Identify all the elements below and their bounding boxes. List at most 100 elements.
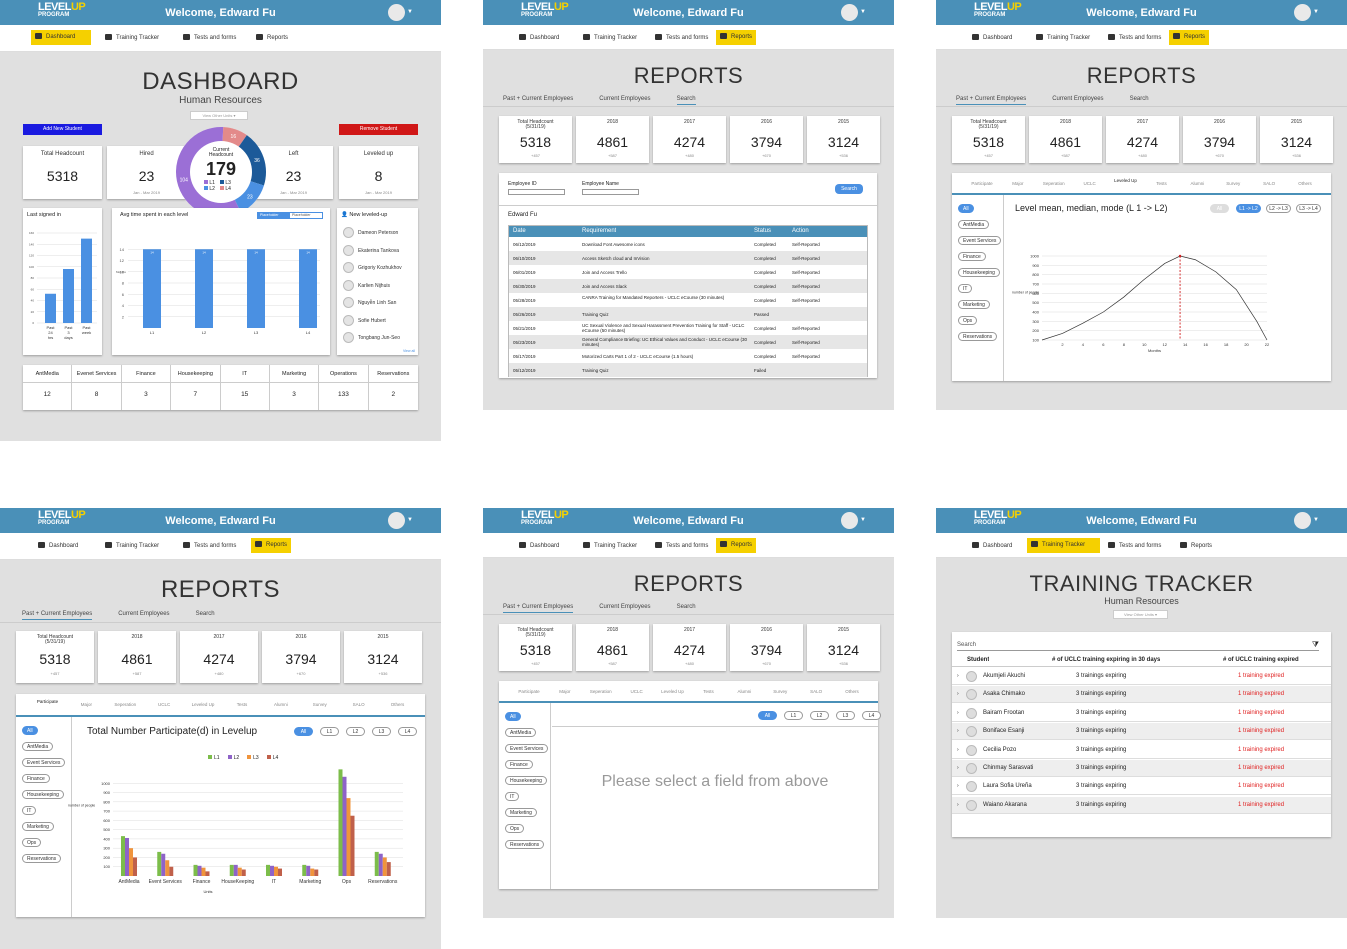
nav-tests-forms[interactable]: Tests and forms	[1104, 32, 1165, 44]
chevron-right-icon[interactable]: ›	[957, 801, 959, 808]
unit-filter-pill[interactable]: Marketing	[22, 822, 54, 831]
tab-current[interactable]: Current Employees	[118, 611, 170, 617]
category-tab[interactable]: Leveled Up	[1114, 178, 1137, 183]
unit-cell[interactable]: Operations 133	[319, 365, 369, 410]
category-tab[interactable]: Alumni	[1190, 181, 1205, 186]
avatar[interactable]	[841, 4, 858, 21]
chevron-right-icon[interactable]: ›	[957, 728, 959, 735]
chevron-down-icon[interactable]: ▼	[1313, 9, 1319, 15]
unit-filter-pill[interactable]: Finance	[22, 774, 50, 783]
nav-training-tracker[interactable]: Training Tracker	[101, 540, 163, 552]
nav-reports[interactable]: Reports	[1169, 30, 1210, 45]
list-item[interactable]: Sofie Hubert	[343, 314, 386, 326]
nav-reports[interactable]: Reports	[1176, 540, 1216, 552]
unit-filter-pill[interactable]: AntMedia	[958, 220, 990, 229]
nav-reports[interactable]: Reports	[252, 32, 292, 44]
nav-training-tracker[interactable]: Training Tracker	[579, 540, 641, 552]
add-student-button[interactable]: Add New Student	[23, 124, 102, 135]
nav-reports[interactable]: Reports	[251, 538, 292, 553]
table-row[interactable]: 05/26/2019 Training Quiz Passed	[509, 307, 867, 321]
unit-filter-pill[interactable]: Housekeeping	[22, 790, 64, 799]
list-item[interactable]: Dameon Peterson	[343, 227, 398, 238]
category-tab[interactable]: Participate	[36, 699, 59, 704]
nav-training-tracker[interactable]: Training Tracker	[579, 32, 641, 44]
category-tab[interactable]: Survey	[1226, 181, 1241, 186]
table-row[interactable]: 06/12/2019 Download Font Awesome icons Com…	[513, 241, 820, 247]
tab-current[interactable]: Current Employees	[599, 96, 651, 102]
category-tab[interactable]: UCLC	[630, 689, 643, 694]
unit-cell[interactable]: IT 15	[220, 365, 270, 410]
category-tab[interactable]: Participate	[518, 689, 540, 694]
unit-filter-pill[interactable]: IT	[505, 792, 520, 801]
nav-dashboard[interactable]: Dashboard	[31, 30, 91, 45]
table-row[interactable]: 05/12/2019 Training Quiz Failed	[509, 363, 867, 377]
level-toggle[interactable]: All	[294, 727, 313, 736]
chevron-right-icon[interactable]: ›	[957, 673, 959, 679]
category-tab[interactable]: Alumni	[737, 689, 752, 694]
nav-dashboard[interactable]: Dashboard	[515, 32, 563, 44]
category-tab[interactable]: Others	[1298, 181, 1312, 186]
unit-filter-pill[interactable]: All	[958, 204, 974, 213]
logo[interactable]: LEVELUP PROGRAM	[521, 1, 569, 19]
tab-past-current[interactable]: Past + Current Employees	[22, 611, 93, 620]
category-tab[interactable]: Participate	[971, 181, 993, 186]
search-button[interactable]: Search	[835, 184, 863, 194]
tab-past-current[interactable]: Past + Current Employees	[956, 96, 1027, 105]
category-tab[interactable]: Tests	[1156, 181, 1167, 186]
category-tab[interactable]: SALO	[810, 689, 823, 694]
unit-select[interactable]: View Other Units ▾	[1113, 610, 1168, 619]
unit-filter-pill[interactable]: Ops	[22, 838, 42, 847]
table-row[interactable]: › Akumjeli Akuchi 3 trainings expiring 1 tr…	[952, 668, 1331, 685]
unit-cell[interactable]: Housekeeping 7	[171, 365, 221, 410]
chevron-down-icon[interactable]: ▼	[1313, 517, 1319, 523]
nav-reports[interactable]: Reports	[716, 538, 757, 553]
filter-icon[interactable]: ⧩	[1311, 640, 1319, 649]
logo[interactable]: LEVELUP PROGRAM	[38, 1, 86, 19]
unit-cell[interactable]: Reservations 2	[368, 365, 418, 410]
category-tab[interactable]: UCLC	[1083, 181, 1096, 186]
list-item[interactable]: Grigoriy Kozhukhov	[343, 262, 402, 273]
list-item[interactable]: Tongbang Jun-Seo	[343, 332, 400, 343]
table-row[interactable]: 05/17/2019 Motorized Carts Part 1 of 2 - …	[513, 353, 820, 359]
tab-current[interactable]: Current Employees	[1052, 96, 1104, 102]
unit-filter-pill[interactable]: Marketing	[958, 300, 990, 309]
unit-filter-pill[interactable]: Reservations	[22, 854, 62, 863]
unit-filter-pill[interactable]: All	[505, 712, 521, 721]
category-tab[interactable]: Major	[1012, 181, 1024, 186]
category-tab[interactable]: SALO	[352, 702, 365, 707]
unit-filter-pill[interactable]: Housekeeping	[505, 776, 547, 785]
category-tab[interactable]: Leveled Up	[191, 702, 215, 707]
unit-filter-pill[interactable]: All	[22, 726, 38, 735]
chevron-down-icon[interactable]: ▼	[860, 517, 866, 523]
list-item[interactable]: Nguyễn Linh San	[343, 297, 396, 308]
unit-filter-pill[interactable]: Finance	[505, 760, 533, 769]
chevron-down-icon[interactable]: ▼	[860, 9, 866, 15]
chevron-right-icon[interactable]: ›	[957, 746, 959, 753]
chevron-right-icon[interactable]: ›	[957, 765, 959, 771]
unit-filter-pill[interactable]: Finance	[958, 252, 986, 261]
list-item[interactable]: Ekaterina Tankova	[343, 244, 399, 256]
unit-filter-pill[interactable]: Marketing	[505, 808, 537, 817]
nav-training-tracker[interactable]: Training Tracker	[101, 32, 163, 44]
table-row[interactable]: 05/23/2019 General Compliance Briefing: U…	[509, 335, 867, 349]
unit-filter-pill[interactable]: Ops	[505, 824, 525, 833]
avatar[interactable]	[388, 512, 405, 529]
category-tab[interactable]: Seperation	[1042, 181, 1065, 186]
chevron-right-icon[interactable]: ›	[957, 691, 959, 698]
category-tab[interactable]: Survey	[773, 689, 788, 694]
level-toggle[interactable]: L2	[810, 711, 829, 720]
list-item[interactable]: Karlien Nijhuis	[343, 279, 390, 291]
avatar[interactable]	[1294, 512, 1311, 529]
level-toggle[interactable]: L3	[836, 711, 855, 720]
chevron-right-icon[interactable]: ›	[957, 783, 959, 790]
table-row[interactable]: › Boniface Esanji 3 trainings expiring 1 tr…	[952, 723, 1331, 741]
tab-current[interactable]: Current Employees	[599, 604, 651, 610]
tab-search[interactable]: Search	[676, 604, 696, 610]
unit-filter-pill[interactable]: Reservations	[505, 840, 545, 849]
unit-filter-pill[interactable]: AntMedia	[505, 728, 537, 737]
unit-filter-pill[interactable]: AntMedia	[22, 742, 54, 751]
table-row[interactable]: 05/30/2019 Join and Access Slack Completed…	[509, 279, 867, 293]
category-tab[interactable]: Seperation	[589, 689, 612, 694]
nav-reports[interactable]: Reports	[716, 30, 757, 45]
category-tab[interactable]: Major	[80, 702, 92, 707]
